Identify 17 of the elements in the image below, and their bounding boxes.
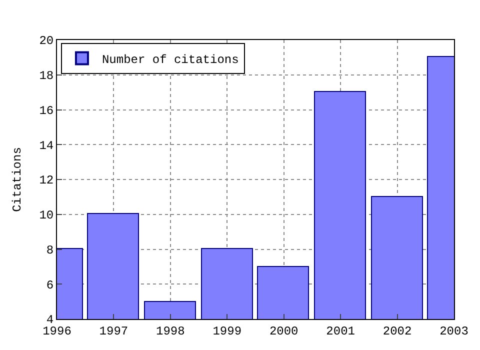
x-tick-label: 2000 — [269, 324, 298, 338]
x-tick-label: 1999 — [212, 324, 242, 338]
x-tick-label: 1998 — [156, 324, 185, 338]
y-tick-label: 14 — [39, 138, 54, 153]
x-tick-label: 2002 — [382, 324, 412, 338]
y-tick-label: 18 — [39, 69, 54, 84]
y-tick-label: 10 — [39, 208, 54, 223]
x-tick-label: 2001 — [326, 324, 355, 338]
y-tick-label: 6 — [46, 278, 54, 292]
x-tick-label: 1997 — [99, 324, 128, 338]
y-axis-title: Citations — [10, 147, 24, 212]
legend-label: Number of citations — [102, 52, 239, 67]
y-tick-label: 20 — [39, 34, 54, 48]
y-tick-label: 12 — [39, 174, 54, 188]
y-tick-label: 16 — [39, 104, 54, 118]
x-tick-label: 2003 — [440, 324, 468, 338]
y-tick-label: 8 — [46, 243, 54, 258]
